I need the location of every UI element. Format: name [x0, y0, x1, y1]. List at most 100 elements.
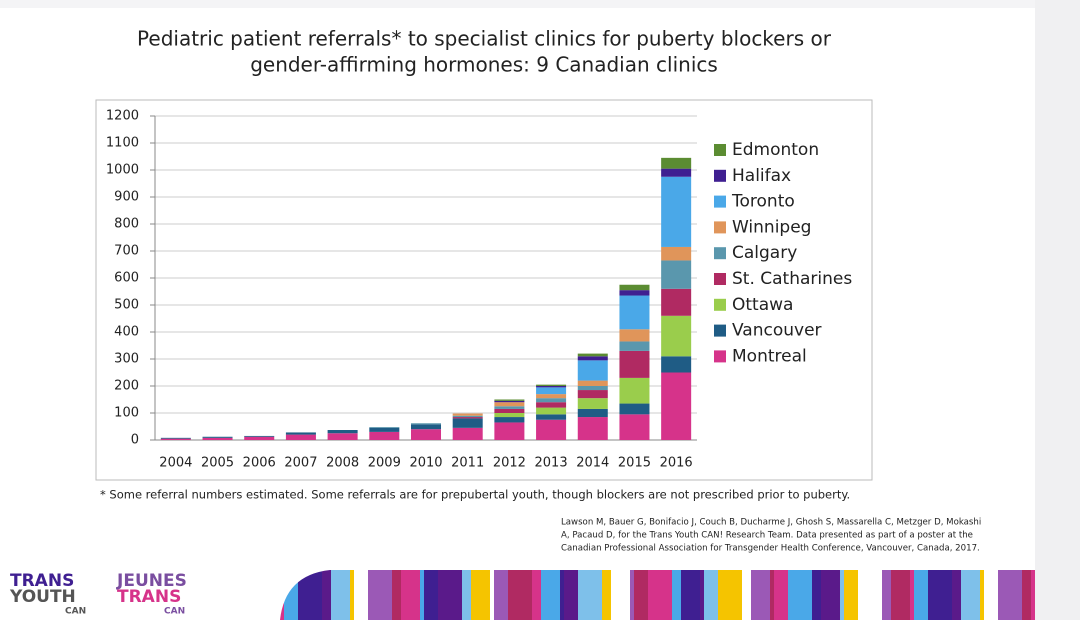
- legend-swatch: [714, 169, 726, 182]
- stripe: [718, 570, 742, 620]
- bar-segment: [661, 168, 692, 177]
- y-tick-label: 500: [114, 298, 139, 313]
- logo-text: YOUTH: [9, 587, 76, 607]
- bar-segment: [202, 437, 233, 440]
- bar-segment: [536, 398, 567, 403]
- legend-swatch: [714, 195, 726, 208]
- stripe: [1031, 570, 1035, 620]
- stripe: [980, 570, 984, 620]
- legend-swatch: [714, 221, 726, 234]
- bar-segment: [661, 315, 692, 357]
- bar-segment: [577, 380, 608, 386]
- x-tick-label: 2015: [618, 456, 651, 471]
- bar-segment: [410, 423, 442, 425]
- stripe: [672, 570, 681, 620]
- stripe: [494, 570, 508, 620]
- y-tick-label: 1000: [106, 163, 139, 178]
- bar-segment: [494, 417, 525, 423]
- stripe: [560, 570, 564, 620]
- bar-segment: [661, 288, 692, 316]
- bar-segment: [661, 176, 692, 247]
- y-tick-label: 600: [114, 271, 139, 286]
- y-tick-label: 0: [131, 433, 139, 448]
- legend-swatch: [714, 144, 726, 156]
- bar-segment: [494, 406, 525, 409]
- stripe: [284, 570, 298, 620]
- x-tick-label: 2009: [368, 456, 401, 471]
- stripe: [742, 570, 751, 620]
- bar-segment: [661, 356, 692, 373]
- stripe: [812, 570, 821, 620]
- x-tick-label: 2014: [576, 456, 609, 471]
- bar-segment: [619, 329, 650, 342]
- bar-segment: [619, 341, 650, 351]
- stripe: [401, 570, 420, 620]
- y-tick-label: 300: [114, 352, 139, 367]
- stripe: [578, 570, 602, 620]
- bar-segment: [452, 427, 483, 440]
- bar-segment: [619, 295, 650, 330]
- stripe: [910, 570, 914, 620]
- stripe: [952, 570, 961, 620]
- stripe: [508, 570, 532, 620]
- footnote: * Some referral numbers estimated. Some …: [100, 488, 850, 502]
- stripe: [1022, 570, 1031, 620]
- bar-segment: [369, 431, 400, 440]
- stripe: [700, 570, 704, 620]
- stripe: [821, 570, 840, 620]
- bar-segment: [494, 402, 525, 407]
- bar-segment: [619, 350, 650, 378]
- x-tick-label: 2007: [284, 456, 317, 471]
- stripe: [564, 570, 578, 620]
- bar-segment: [494, 400, 525, 403]
- bar-segment: [619, 403, 650, 415]
- bar-segment: [452, 413, 483, 416]
- bar-segment: [327, 430, 358, 434]
- stripe: [280, 570, 284, 620]
- stripe: [914, 570, 928, 620]
- stripe: [844, 570, 858, 620]
- stripe: [840, 570, 844, 620]
- legend-label: Winnipeg: [732, 217, 811, 237]
- logo-text: TRANS: [117, 587, 181, 607]
- decorative-stripes: [280, 570, 1035, 620]
- bar-segment: [577, 386, 608, 391]
- legend-label: Calgary: [732, 243, 797, 263]
- stripe: [462, 570, 471, 620]
- stripe: [961, 570, 980, 620]
- bar-segment: [244, 435, 275, 437]
- bar-segment: [536, 407, 567, 415]
- stripe: [471, 570, 490, 620]
- stripe: [858, 570, 882, 620]
- stripe: [532, 570, 541, 620]
- bar-segment: [452, 418, 483, 428]
- bar-segment: [494, 408, 525, 413]
- citation: A, Pacaud D, for the Trans Youth CAN! Re…: [561, 531, 973, 541]
- bar-segment: [577, 390, 608, 399]
- x-tick-label: 2008: [326, 456, 359, 471]
- bar-segment: [494, 422, 525, 440]
- y-tick-label: 100: [114, 406, 139, 421]
- y-tick-label: 1100: [106, 136, 139, 151]
- legend-label: Edmonton: [732, 140, 819, 160]
- bar-segment: [285, 434, 316, 440]
- logo-text: JEUNES: [116, 571, 187, 591]
- stripe: [704, 570, 718, 620]
- stripe: [424, 570, 438, 620]
- stripe: [648, 570, 672, 620]
- bar-segment: [369, 427, 400, 428]
- legend-label: Vancouver: [732, 321, 822, 341]
- stripe: [490, 570, 494, 620]
- bar-segment: [577, 353, 608, 357]
- bar-segment: [661, 260, 692, 289]
- bar-segment: [577, 408, 608, 418]
- stripe: [298, 570, 322, 620]
- bar-segment: [536, 386, 567, 388]
- bar-segment: [452, 417, 483, 419]
- bar-segment: [160, 437, 191, 439]
- legend-label: Toronto: [731, 192, 795, 212]
- bar-segment: [536, 414, 567, 420]
- bar-segment: [410, 429, 442, 440]
- bar-segment: [536, 394, 567, 399]
- legend-label: St. Catharines: [732, 269, 852, 289]
